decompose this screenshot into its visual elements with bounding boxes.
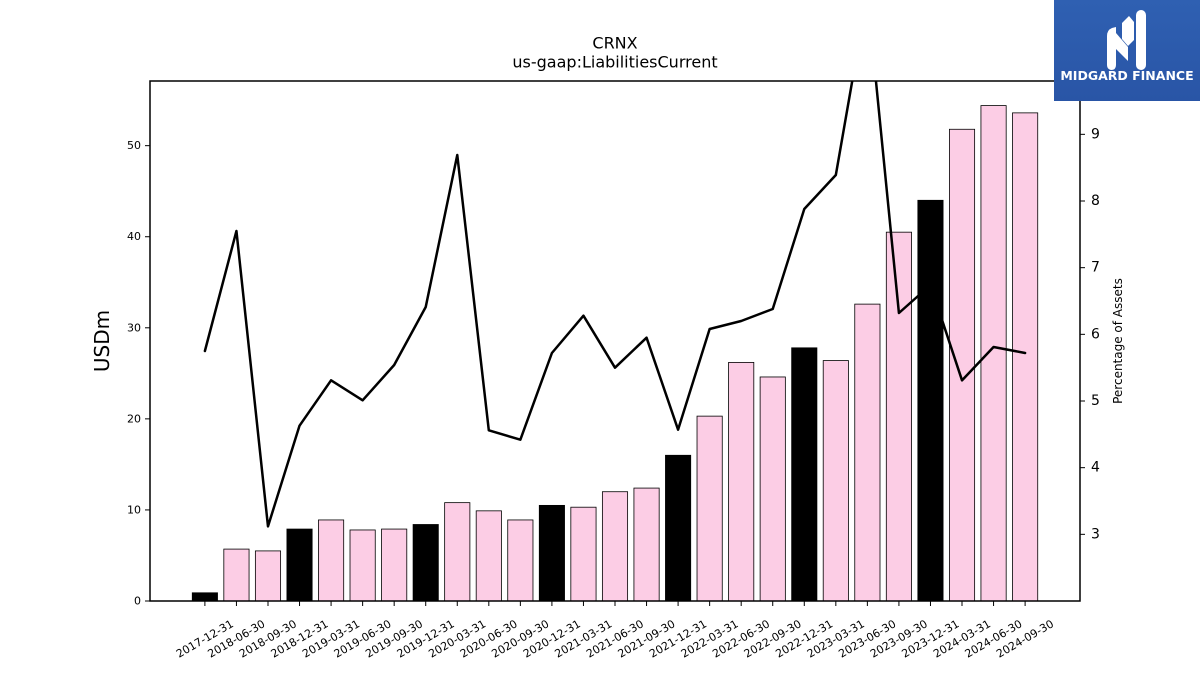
bar-2018-06-30 <box>223 548 250 602</box>
bar-2024-03-31 <box>949 128 976 602</box>
chart-subtitle: us-gaap:LiabilitiesCurrent <box>512 53 717 72</box>
bar-2022-06-30 <box>728 361 755 602</box>
midgard-logo-icon <box>1107 10 1146 70</box>
bar-2020-12-31 <box>538 504 565 602</box>
y-tick-label: 10 <box>127 503 141 516</box>
y2-axis-label: Percentage of Assets <box>1111 278 1125 404</box>
bar-2021-06-30 <box>601 491 629 602</box>
percentage-line <box>203 81 1027 528</box>
bar-2022-12-31 <box>791 347 818 602</box>
bar-2023-03-31 <box>822 360 849 602</box>
bar-2020-03-31 <box>444 502 471 602</box>
bar-2017-12-31 <box>191 592 218 602</box>
bar-series <box>191 105 1039 602</box>
y2-tick-label: 6 <box>1091 326 1100 342</box>
logo-text: MIDGARD FINANCE <box>1060 68 1194 83</box>
plot-frame <box>149 80 1081 602</box>
bar-2020-06-30 <box>475 510 502 602</box>
x-axis: 2017-12-312018-06-302018-09-302018-12-31… <box>174 601 1056 661</box>
bar-2020-09-30 <box>507 519 534 602</box>
y2-tick-label: 9 <box>1091 126 1100 142</box>
bar-2019-06-30 <box>349 529 376 602</box>
bar-2024-09-30 <box>1012 112 1039 602</box>
bar-2023-09-30 <box>885 231 912 602</box>
y-tick-label: 0 <box>134 595 141 608</box>
chart-title: CRNX <box>592 34 637 53</box>
y2-tick-label: 4 <box>1091 460 1100 476</box>
bar-2019-09-30 <box>381 528 408 602</box>
y-axis-left: 0 10 20 30 40 50 <box>127 139 150 608</box>
percentage-line-series <box>203 81 1027 528</box>
bar-2018-09-30 <box>254 550 282 602</box>
y2-tick-label: 5 <box>1091 393 1100 409</box>
y2-tick-label: 8 <box>1091 193 1100 209</box>
bar-2019-12-31 <box>412 524 439 602</box>
bar-2018-12-31 <box>286 528 313 602</box>
bar-2019-03-31 <box>318 519 345 602</box>
bar-2023-06-30 <box>854 303 881 602</box>
y2-tick-label: 7 <box>1091 260 1100 276</box>
y2-tick-label: 3 <box>1091 526 1100 542</box>
midgard-finance-logo: MIDGARD FINANCE <box>1054 0 1200 101</box>
y-tick-label: 30 <box>127 321 141 334</box>
bar-2022-09-30 <box>759 376 786 602</box>
y-tick-label: 50 <box>127 139 141 152</box>
bar-2021-03-31 <box>570 506 597 602</box>
y-tick-label: 40 <box>127 230 141 243</box>
bar-2022-03-31 <box>696 415 723 602</box>
bar-2021-09-30 <box>633 487 660 602</box>
bar-2021-12-31 <box>665 454 692 602</box>
bar-2024-06-30 <box>980 105 1007 602</box>
y-axis-label: USDm <box>90 310 114 372</box>
y-axis-right: 3 4 5 6 7 8 9 <box>1080 126 1100 542</box>
bar-2023-12-31 <box>917 199 944 602</box>
y-tick-label: 20 <box>127 412 141 425</box>
